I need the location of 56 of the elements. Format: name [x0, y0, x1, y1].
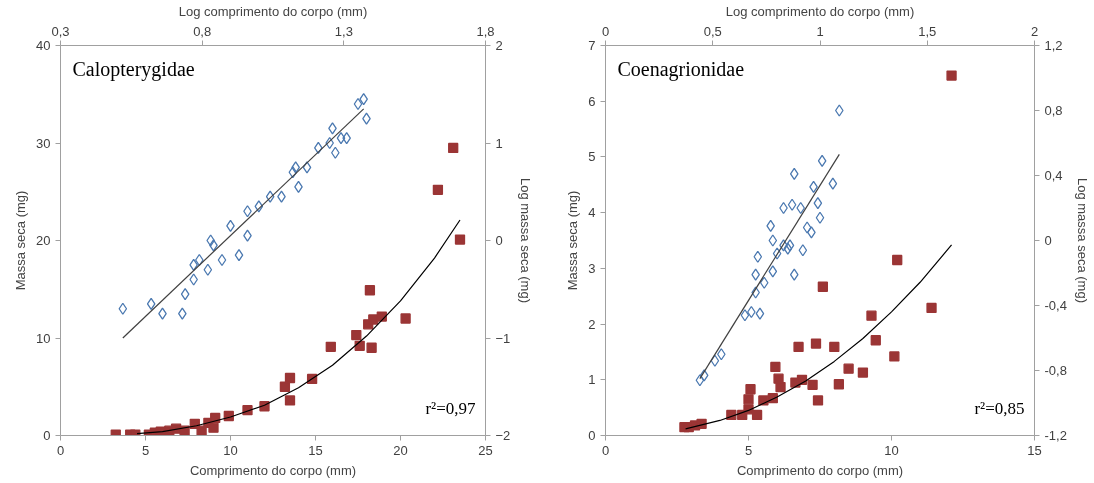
text: Calopterygidae	[72, 57, 195, 81]
x2-tick-label: 5	[141, 442, 150, 458]
y2-axis-title: Log massa seca (mg)	[518, 178, 534, 303]
y2-tick-label: 0	[495, 233, 503, 248]
y-tick-label: 3	[588, 260, 596, 276]
y-tick-label: 2	[588, 316, 596, 332]
y2-tick-label: −1	[495, 330, 511, 346]
x-tick-label: 0	[601, 23, 610, 39]
y-axis-title: Massa seca (mg)	[13, 190, 29, 291]
y2-tick-label: 2	[495, 38, 503, 53]
x2-tick-label: 20	[393, 442, 408, 458]
y-tick-label: 7	[588, 38, 596, 53]
y-tick-label: 0	[43, 428, 51, 443]
y2-tick-label: 0	[1044, 233, 1052, 248]
x-axis-title: Log comprimento do corpo (mm)	[725, 3, 915, 19]
y2-tick-label: -0,4	[1044, 298, 1067, 313]
y-tick-label: 10	[36, 330, 51, 346]
y2-tick-label: 1	[495, 135, 503, 151]
y2-tick-label: 0,8	[1044, 103, 1063, 118]
x-tick-label: 1,5	[918, 23, 937, 39]
y-tick-label: 40	[36, 38, 51, 53]
y-axis-title: Massa seca (mg)	[565, 190, 581, 291]
x2-tick-label: 10	[223, 442, 238, 458]
x2-axis-title: Comprimento do corpo (mm)	[736, 462, 904, 478]
y2-axis-title: Log massa seca (mg)	[1074, 178, 1090, 303]
x-tick-label: 1	[816, 23, 824, 39]
y-tick-label: 1	[588, 372, 596, 388]
x2-axis-title: Comprimento do corpo (mm)	[189, 462, 357, 478]
y-tick-label: 5	[588, 149, 596, 165]
x-tick-label: 2	[1030, 23, 1039, 39]
y-tick-label: 4	[588, 205, 596, 221]
y-tick-label: 30	[36, 135, 51, 151]
annotation: r²=0,85	[974, 398, 1025, 418]
y-tick-label: 0	[588, 428, 596, 443]
x2-tick-label: 10	[884, 442, 899, 458]
x2-tick-label: 5	[744, 442, 753, 458]
annotation: r²=0,97	[425, 398, 476, 418]
x2-tick-label: 25	[478, 442, 493, 458]
x-tick-label: 1,3	[334, 23, 353, 39]
x-tick-label: 1,8	[476, 23, 495, 39]
x2-tick-label: 0	[56, 442, 65, 458]
y-tick-label: 6	[588, 93, 596, 109]
y2-tick-label: 1,2	[1044, 38, 1063, 53]
x2-tick-label: 0	[601, 442, 610, 458]
x-tick-label: 0,5	[703, 23, 722, 39]
x2-tick-label: 15	[308, 442, 323, 458]
x-tick-label: 0,8	[193, 23, 212, 39]
y2-tick-label: -0,8	[1044, 363, 1067, 378]
text: Coenagrionidae	[617, 57, 745, 81]
y-tick-label: 20	[36, 233, 51, 248]
x2-tick-label: 15	[1027, 442, 1042, 458]
y2-tick-label: −2	[495, 428, 511, 443]
x-axis-title: Log comprimento do corpo (mm)	[178, 3, 368, 19]
y2-tick-label: -1,2	[1044, 428, 1067, 443]
y2-tick-label: 0,4	[1044, 168, 1063, 183]
x-tick-label: 0,3	[51, 23, 70, 39]
